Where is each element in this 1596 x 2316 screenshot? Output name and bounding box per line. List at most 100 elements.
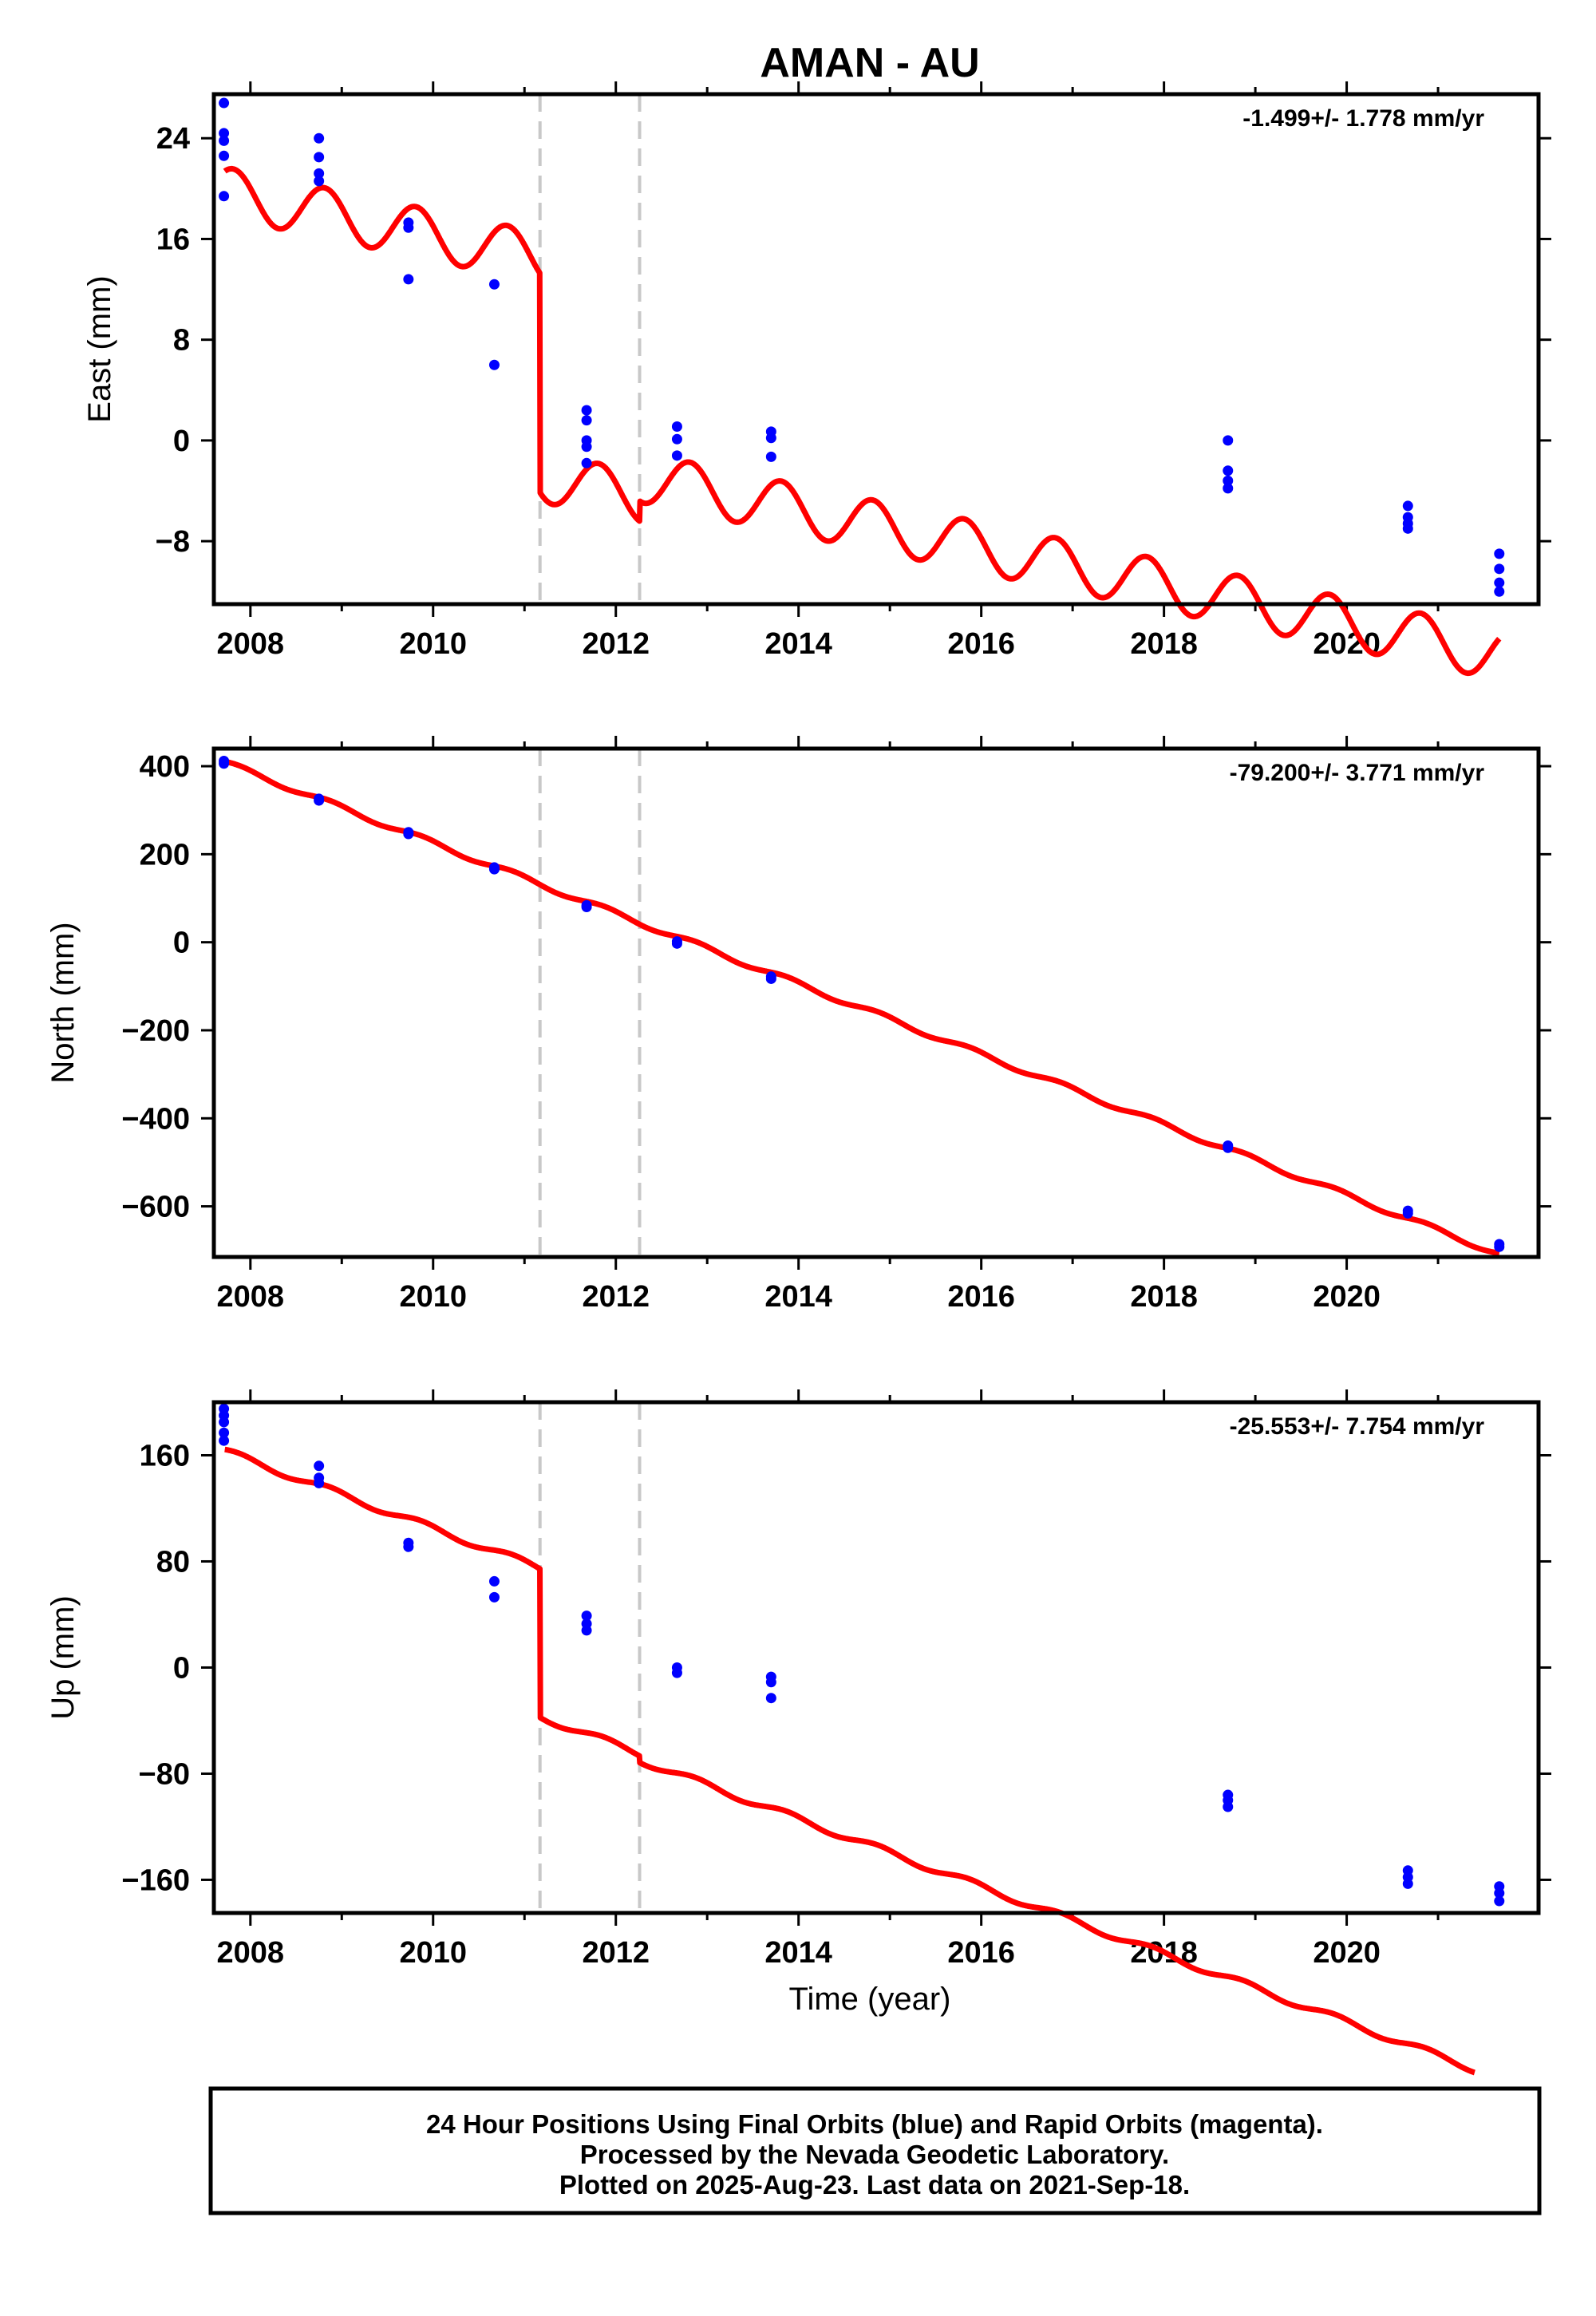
north-ytick-label: 200 bbox=[140, 838, 190, 871]
east-data-point bbox=[488, 359, 500, 370]
north-rate-label: -79.200+/- 3.771 mm/yr bbox=[1230, 760, 1485, 786]
up-data-point bbox=[403, 1541, 414, 1552]
east-data-point bbox=[1494, 577, 1505, 588]
east-data-point bbox=[1223, 435, 1234, 446]
east-xtick-label: 2016 bbox=[947, 627, 1015, 661]
east-xtick-label: 2014 bbox=[764, 627, 832, 661]
up-data-point bbox=[581, 1625, 592, 1636]
up-xtick-label: 2010 bbox=[399, 1936, 467, 1970]
east-data-point bbox=[488, 279, 500, 290]
up-data-point bbox=[1402, 1878, 1413, 1889]
east-data-point bbox=[403, 274, 414, 285]
east-data-point bbox=[671, 433, 682, 445]
north-model-curve bbox=[222, 758, 1502, 1256]
up-data-point bbox=[219, 1427, 230, 1438]
north-data-point bbox=[671, 938, 682, 949]
north-panel: 400 200 0 −200 −400 −600 2008 2010 2012 2014 2016 2… bbox=[45, 736, 1551, 1314]
up-ytick-label: 80 bbox=[156, 1545, 190, 1579]
north-xtick-label: 2014 bbox=[764, 1280, 832, 1314]
east-ytick-label: 16 bbox=[156, 223, 190, 256]
east-data-point bbox=[581, 405, 592, 416]
north-data-point bbox=[219, 758, 230, 769]
east-data-point bbox=[314, 168, 325, 179]
east-model-curve bbox=[222, 165, 1502, 677]
north-xtick-label: 2018 bbox=[1130, 1280, 1198, 1314]
up-ytick-label: −80 bbox=[139, 1757, 190, 1791]
east-data-point bbox=[219, 97, 230, 109]
east-ylabel: East (mm) bbox=[82, 275, 117, 422]
up-frame bbox=[211, 1400, 1541, 1915]
north-data-point bbox=[1223, 1142, 1234, 1153]
footer-box bbox=[208, 2086, 1542, 2215]
up-data-point bbox=[1494, 1895, 1505, 1907]
east-data-point bbox=[1402, 500, 1413, 512]
north-ylabel: North (mm) bbox=[45, 922, 81, 1083]
x-axis-title: Time (year) bbox=[789, 1982, 951, 2017]
east-data-point bbox=[581, 457, 592, 468]
north-data-point bbox=[403, 828, 414, 840]
east-data-point bbox=[581, 441, 592, 453]
north-ytick-label: −200 bbox=[121, 1014, 190, 1048]
east-data-point bbox=[314, 132, 325, 144]
east-xtick-label: 2012 bbox=[582, 627, 650, 661]
up-data-point bbox=[1223, 1801, 1234, 1812]
north-data-point bbox=[765, 973, 776, 984]
east-data-point bbox=[1494, 563, 1505, 575]
north-xtick-label: 2008 bbox=[217, 1280, 285, 1314]
up-xtick-label: 2012 bbox=[582, 1936, 650, 1970]
up-data-point bbox=[671, 1667, 682, 1678]
east-ytick-label: 24 bbox=[156, 122, 190, 156]
figure-title: AMAN - AU bbox=[760, 40, 979, 86]
up-ytick-label: −160 bbox=[121, 1863, 190, 1897]
up-data-point bbox=[219, 1417, 230, 1428]
east-ytick-label: 0 bbox=[173, 425, 190, 458]
north-data-point bbox=[1402, 1207, 1413, 1219]
up-data-point bbox=[581, 1611, 592, 1622]
north-data-point bbox=[488, 864, 500, 875]
up-xtick-label: 2008 bbox=[217, 1936, 285, 1970]
east-ytick-label: −8 bbox=[156, 525, 190, 559]
east-data-point bbox=[219, 191, 230, 202]
up-data-point bbox=[314, 1460, 325, 1472]
up-model-curve bbox=[222, 1446, 1477, 2076]
east-data-point bbox=[1494, 586, 1505, 597]
up-data-point bbox=[1494, 1887, 1505, 1899]
footer-line-3: Plotted on 2025-Aug-23. Last data on 202… bbox=[559, 2170, 1190, 2199]
north-xtick-label: 2016 bbox=[947, 1280, 1015, 1314]
up-ytick-label: 160 bbox=[140, 1439, 190, 1472]
footer-line-2: Processed by the Nevada Geodetic Laborat… bbox=[580, 2140, 1169, 2169]
up-ytick-label: 0 bbox=[173, 1651, 190, 1685]
east-xtick-label: 2020 bbox=[1313, 627, 1381, 661]
east-data-point bbox=[581, 415, 592, 426]
east-data-point bbox=[671, 450, 682, 461]
east-data-point bbox=[671, 421, 682, 433]
north-ytick-label: −400 bbox=[121, 1102, 190, 1136]
east-panel: 24 16 8 0 −8 2008 2010 2012 2014 2016 2018 2020 -1.4… bbox=[82, 81, 1551, 677]
east-data-point bbox=[219, 150, 230, 161]
east-data-point bbox=[1494, 548, 1505, 559]
east-data-point bbox=[1223, 465, 1234, 476]
north-xtick-label: 2010 bbox=[399, 1280, 467, 1314]
north-ytick-label: 400 bbox=[140, 750, 190, 784]
up-data-point bbox=[488, 1575, 500, 1587]
up-data-point bbox=[765, 1677, 776, 1688]
north-ytick-label: −600 bbox=[121, 1191, 190, 1224]
up-data-point bbox=[314, 1477, 325, 1488]
east-xtick-label: 2008 bbox=[217, 627, 285, 661]
east-data-point bbox=[1402, 523, 1413, 534]
east-ytick-label: 8 bbox=[173, 324, 190, 358]
east-rate-label: -1.499+/- 1.778 mm/yr bbox=[1242, 105, 1484, 132]
up-data-point bbox=[765, 1693, 776, 1704]
up-xtick-label: 2016 bbox=[947, 1936, 1015, 1970]
east-data-point bbox=[765, 433, 776, 444]
up-ylabel: Up (mm) bbox=[45, 1595, 81, 1720]
north-xtick-label: 2020 bbox=[1313, 1280, 1381, 1314]
east-data-point bbox=[314, 176, 325, 187]
east-frame bbox=[211, 92, 1541, 607]
footer-line-1: 24 Hour Positions Using Final Orbits (bl… bbox=[426, 2109, 1323, 2139]
up-data-point bbox=[488, 1591, 500, 1603]
east-data-point bbox=[1223, 483, 1234, 494]
north-data-point bbox=[314, 795, 325, 806]
